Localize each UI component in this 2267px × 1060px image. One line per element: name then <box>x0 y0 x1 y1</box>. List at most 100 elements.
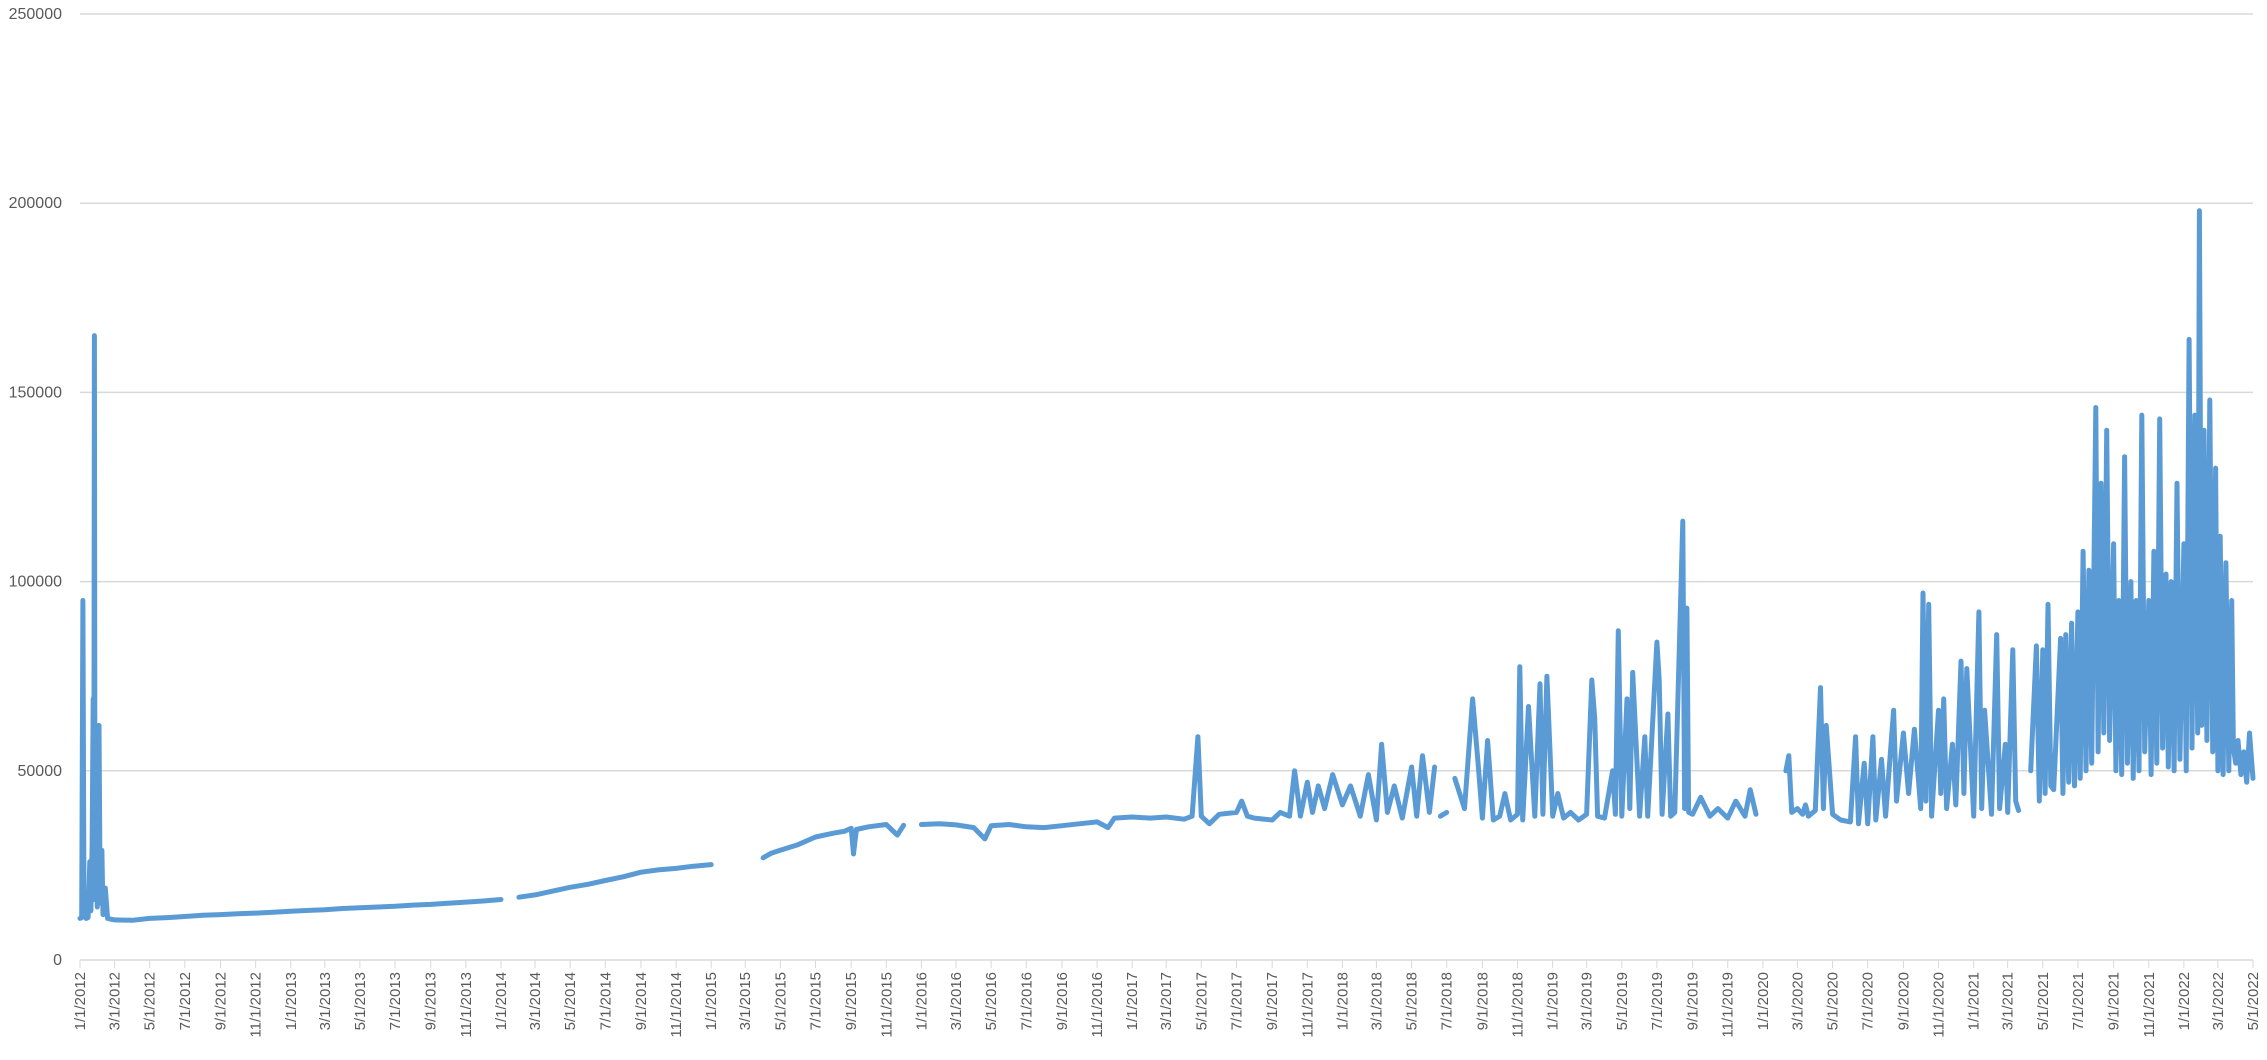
y-tick-250000: 250000 <box>9 6 62 23</box>
x-tick-label: 11/1/2014 <box>668 972 685 1038</box>
series-0 <box>77 208 2256 923</box>
x-tick-9-1-2013: 9/1/2013 <box>423 960 440 1030</box>
x-tick-label: 3/1/2012 <box>107 972 124 1030</box>
x-tick-label: 7/1/2020 <box>1860 972 1877 1030</box>
x-tick-3-1-2013: 3/1/2013 <box>317 960 334 1030</box>
x-tick-label: 7/1/2021 <box>2070 972 2087 1030</box>
x-tick-label: 7/1/2019 <box>1649 972 1666 1030</box>
x-tick-5-1-2015: 5/1/2015 <box>772 960 789 1030</box>
x-tick-label: 5/1/2017 <box>1193 972 1210 1030</box>
x-tick-label: 3/1/2021 <box>2000 972 2017 1030</box>
series-line-segment-2 <box>760 822 907 861</box>
x-tick-11-1-2017: 11/1/2017 <box>1299 960 1316 1038</box>
x-tick-7-1-2019: 7/1/2019 <box>1649 960 1666 1030</box>
series-layer <box>77 208 2256 923</box>
y-tick-50000: 50000 <box>18 763 63 780</box>
gridlines <box>80 13 2253 961</box>
x-tick-3-1-2022: 3/1/2022 <box>2210 960 2227 1030</box>
x-tick-label: 5/1/2018 <box>1404 972 1421 1030</box>
x-tick-11-1-2012: 11/1/2012 <box>248 960 265 1038</box>
y-axis: 0 50000 100000 150000 200000 250000 <box>9 6 62 969</box>
x-tick-label: 5/1/2021 <box>2035 972 2052 1030</box>
x-axis: 1/1/2012 3/1/2012 5/1/2012 7/1/2012 9/1/2012… <box>72 960 2262 1038</box>
x-tick-label: 1/1/2014 <box>493 972 510 1030</box>
x-tick-9-1-2012: 9/1/2012 <box>213 960 230 1030</box>
y-tick-label: 150000 <box>9 384 62 401</box>
x-tick-label: 11/1/2021 <box>2141 972 2158 1038</box>
x-tick-label: 3/1/2013 <box>317 972 334 1030</box>
x-tick-label: 5/1/2022 <box>2245 972 2262 1030</box>
x-tick-label: 11/1/2016 <box>1089 972 1106 1038</box>
x-tick-1-1-2020: 1/1/2020 <box>1755 960 1772 1030</box>
x-tick-label: 9/1/2015 <box>843 972 860 1030</box>
x-tick-label: 5/1/2019 <box>1614 972 1631 1030</box>
x-tick-3-1-2015: 3/1/2015 <box>737 960 754 1030</box>
x-tick-5-1-2012: 5/1/2012 <box>142 960 159 1030</box>
x-tick-label: 7/1/2016 <box>1018 972 1035 1030</box>
y-tick-200000: 200000 <box>9 195 62 212</box>
x-tick-1-1-2012: 1/1/2012 <box>72 960 89 1030</box>
x-tick-11-1-2020: 11/1/2020 <box>1931 960 1948 1038</box>
x-tick-11-1-2013: 11/1/2013 <box>458 960 475 1038</box>
x-tick-label: 11/1/2012 <box>248 972 265 1038</box>
x-tick-1-1-2016: 1/1/2016 <box>913 960 930 1030</box>
x-tick-11-1-2019: 11/1/2019 <box>1720 960 1737 1038</box>
y-tick-label: 100000 <box>9 574 62 591</box>
x-tick-label: 7/1/2017 <box>1228 972 1245 1030</box>
x-tick-7-1-2021: 7/1/2021 <box>2070 960 2087 1030</box>
x-tick-9-1-2018: 9/1/2018 <box>1474 960 1491 1030</box>
series-line-segment-0 <box>77 333 504 923</box>
y-tick-label: 250000 <box>9 6 62 23</box>
x-tick-1-1-2019: 1/1/2019 <box>1545 960 1562 1030</box>
series-line-segment-1 <box>516 862 714 900</box>
x-tick-3-1-2017: 3/1/2017 <box>1158 960 1175 1030</box>
series-line-segment-7 <box>2028 208 2256 804</box>
x-tick-5-1-2018: 5/1/2018 <box>1404 960 1421 1030</box>
y-tick-100000: 100000 <box>9 574 62 591</box>
x-tick-label: 7/1/2018 <box>1439 972 1456 1030</box>
x-tick-label: 9/1/2018 <box>1474 972 1491 1030</box>
x-tick-7-1-2017: 7/1/2017 <box>1228 960 1245 1030</box>
x-tick-3-1-2012: 3/1/2012 <box>107 960 124 1030</box>
x-tick-3-1-2020: 3/1/2020 <box>1789 960 1806 1030</box>
y-tick-150000: 150000 <box>9 384 62 401</box>
x-tick-3-1-2019: 3/1/2019 <box>1579 960 1596 1030</box>
x-tick-label: 3/1/2015 <box>737 972 754 1030</box>
x-tick-label: 3/1/2014 <box>527 972 544 1030</box>
x-tick-label: 1/1/2012 <box>72 972 89 1030</box>
x-tick-label: 5/1/2016 <box>983 972 1000 1030</box>
x-tick-11-1-2015: 11/1/2015 <box>878 960 895 1038</box>
x-tick-7-1-2015: 7/1/2015 <box>807 960 824 1030</box>
x-tick-1-1-2015: 1/1/2015 <box>703 960 720 1030</box>
x-tick-1-1-2013: 1/1/2013 <box>283 960 300 1030</box>
x-tick-1-1-2017: 1/1/2017 <box>1124 960 1141 1030</box>
x-tick-label: 11/1/2017 <box>1299 972 1316 1038</box>
x-tick-label: 3/1/2017 <box>1158 972 1175 1030</box>
x-tick-7-1-2020: 7/1/2020 <box>1860 960 1877 1030</box>
y-tick-label: 0 <box>53 952 62 969</box>
x-tick-5-1-2014: 5/1/2014 <box>562 960 579 1030</box>
x-tick-5-1-2021: 5/1/2021 <box>2035 960 2052 1030</box>
x-tick-label: 11/1/2013 <box>458 972 475 1038</box>
x-tick-7-1-2013: 7/1/2013 <box>387 960 404 1030</box>
y-tick-label: 50000 <box>18 763 63 780</box>
x-tick-label: 11/1/2018 <box>1510 972 1527 1038</box>
x-tick-label: 3/1/2018 <box>1368 972 1385 1030</box>
x-tick-9-1-2017: 9/1/2017 <box>1264 960 1281 1030</box>
x-tick-label: 3/1/2022 <box>2210 972 2227 1030</box>
x-tick-9-1-2020: 9/1/2020 <box>1895 960 1912 1030</box>
x-tick-label: 9/1/2020 <box>1895 972 1912 1030</box>
x-tick-5-1-2013: 5/1/2013 <box>352 960 369 1030</box>
x-tick-11-1-2021: 11/1/2021 <box>2141 960 2158 1038</box>
x-tick-label: 3/1/2020 <box>1789 972 1806 1030</box>
x-tick-label: 5/1/2015 <box>772 972 789 1030</box>
x-tick-label: 1/1/2018 <box>1334 972 1351 1030</box>
x-tick-label: 7/1/2013 <box>387 972 404 1030</box>
x-tick-9-1-2019: 9/1/2019 <box>1685 960 1702 1030</box>
x-tick-label: 5/1/2013 <box>352 972 369 1030</box>
y-tick-0: 0 <box>53 952 62 969</box>
x-tick-label: 7/1/2012 <box>177 972 194 1030</box>
x-tick-label: 9/1/2021 <box>2106 972 2123 1030</box>
x-tick-7-1-2014: 7/1/2014 <box>597 960 614 1030</box>
